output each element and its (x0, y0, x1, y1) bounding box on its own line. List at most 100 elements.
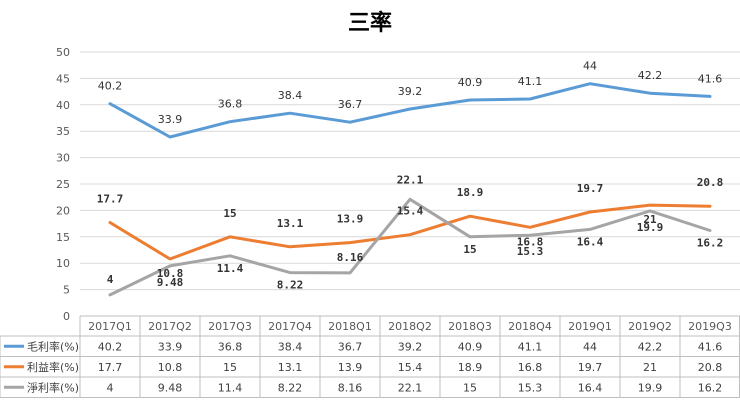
table-cell: 15.4 (398, 361, 423, 374)
series-line-2 (108, 203, 712, 261)
table-cell: 11.4 (218, 381, 243, 394)
table-cell: 4 (107, 381, 114, 394)
table-cell: 16.4 (578, 381, 603, 394)
data-label: 15.3 (517, 245, 544, 258)
y-tick-label: 30 (56, 152, 70, 165)
series-line-3 (108, 197, 712, 297)
data-label: 41.1 (518, 75, 543, 88)
data-label: 36.7 (338, 98, 363, 111)
data-label: 9.48 (157, 276, 184, 289)
data-label: 19.9 (637, 221, 664, 234)
data-label: 16.8 (517, 235, 544, 248)
data-label: 15.4 (397, 205, 424, 218)
table-cell: 40.9 (458, 340, 483, 353)
data-label: 16.4 (577, 235, 604, 248)
y-tick-label: 50 (56, 46, 70, 59)
y-tick-label: 10 (56, 257, 70, 270)
x-tick-label: 2017Q4 (268, 320, 312, 333)
data-label: 4 (107, 273, 114, 286)
data-label: 22.1 (397, 173, 424, 186)
table-cell: 20.8 (698, 361, 723, 374)
data-label: 40.2 (98, 80, 123, 93)
y-tick-label: 40 (56, 99, 70, 112)
data-label: 10.8 (157, 267, 184, 280)
data-label: 8.22 (277, 279, 304, 292)
x-tick-label: 2019Q2 (628, 320, 672, 333)
data-label: 41.6 (698, 72, 723, 85)
x-tick-label: 2019Q3 (688, 320, 732, 333)
legend-label: 毛利率(%) (27, 339, 79, 353)
table-cell: 33.9 (158, 340, 183, 353)
table-cell: 36.7 (338, 340, 363, 353)
data-label: 8.16 (337, 251, 364, 264)
table-cell: 39.2 (398, 340, 423, 353)
series-lines (108, 82, 712, 297)
y-axis: 0 5 10 15 20 25 30 35 40 45 50 (56, 46, 70, 323)
data-label: 16.2 (697, 236, 724, 249)
data-label: 20.8 (697, 176, 724, 189)
y-tick-label: 25 (56, 178, 70, 191)
legend-label: 淨利率(%) (27, 380, 79, 394)
x-tick-label: 2017Q2 (148, 320, 192, 333)
data-label: 18.9 (457, 186, 484, 199)
table-cell: 13.1 (278, 361, 303, 374)
y-tick-label: 0 (63, 310, 70, 323)
x-tick-label: 2018Q3 (448, 320, 492, 333)
data-label: 15 (463, 243, 476, 256)
y-tick-label: 45 (56, 72, 70, 85)
table-cell: 21 (643, 361, 657, 374)
data-label: 11.4 (217, 262, 244, 275)
data-label: 19.7 (577, 182, 604, 195)
table-cell: 42.2 (638, 340, 663, 353)
data-label: 15 (223, 207, 236, 220)
x-tick-label: 2018Q4 (508, 320, 552, 333)
data-label: 38.4 (278, 89, 303, 102)
x-tick-label: 2019Q1 (568, 320, 612, 333)
data-label: 13.9 (337, 213, 364, 226)
table-cell: 15.3 (518, 381, 543, 394)
table-cell: 8.22 (278, 381, 303, 394)
table-cell: 40.2 (98, 340, 123, 353)
table-cell: 17.7 (98, 361, 123, 374)
table-cell: 16.2 (698, 381, 723, 394)
data-label: 17.7 (97, 193, 124, 206)
table-cell: 22.1 (398, 381, 423, 394)
table-cell: 36.8 (218, 340, 243, 353)
table-cell: 10.8 (158, 361, 183, 374)
data-label: 44 (583, 60, 597, 73)
x-tick-label: 2018Q2 (388, 320, 432, 333)
series-line-1 (108, 82, 712, 139)
x-tick-label: 2018Q1 (328, 320, 372, 333)
legend-label: 利益率(%) (27, 360, 79, 374)
table-cell: 8.16 (338, 381, 363, 394)
table-cell: 38.4 (278, 340, 303, 353)
table-cell: 15 (463, 381, 477, 394)
table-cell: 15 (223, 361, 237, 374)
data-label: 33.9 (158, 113, 183, 126)
x-tick-label: 2017Q1 (88, 320, 132, 333)
data-label: 39.2 (398, 85, 423, 98)
y-tick-label: 20 (56, 204, 70, 217)
data-table: 2017Q1 2017Q2 2017Q3 2017Q4 2018Q1 2018Q2 2018… (0, 316, 740, 398)
table-cell: 18.9 (458, 361, 483, 374)
table-cell: 16.8 (518, 361, 543, 374)
table-cell: 44 (583, 340, 597, 353)
table-cell: 19.9 (638, 381, 663, 394)
table-cell: 41.1 (518, 340, 543, 353)
x-tick-label: 2017Q3 (208, 320, 252, 333)
y-tick-label: 35 (56, 125, 70, 138)
chart-title: 三率 (348, 10, 392, 36)
data-label: 40.9 (458, 76, 483, 89)
y-tick-label: 5 (63, 284, 70, 297)
table-cell: 13.9 (338, 361, 363, 374)
y-tick-label: 15 (56, 231, 70, 244)
data-label: 36.8 (218, 98, 243, 111)
table-cell: 19.7 (578, 361, 603, 374)
table-cell: 41.6 (698, 340, 723, 353)
data-label: 42.2 (638, 69, 663, 82)
data-label: 21 (643, 213, 657, 226)
data-label: 13.1 (277, 217, 304, 230)
table-cell: 9.48 (158, 381, 183, 394)
